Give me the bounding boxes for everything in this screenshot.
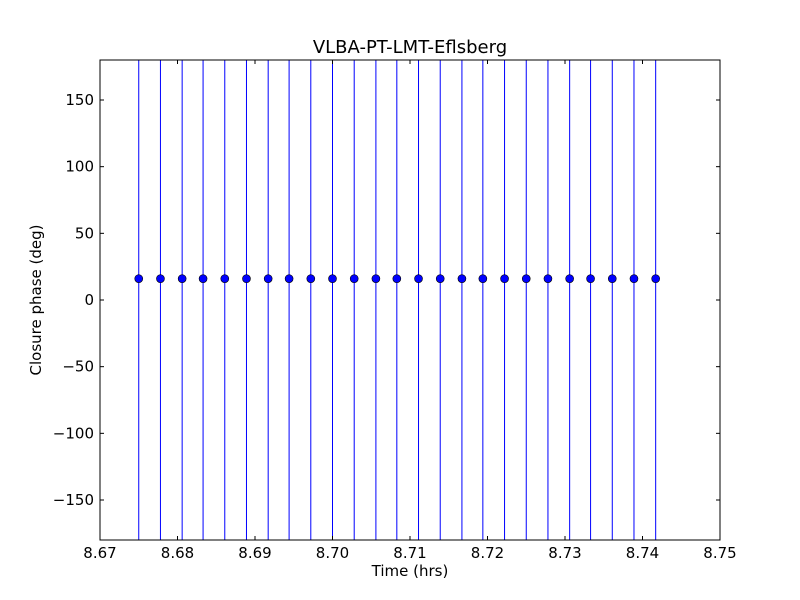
data-point [435, 274, 445, 283]
data-point [134, 274, 144, 283]
data-point [371, 274, 381, 283]
data-marks [134, 60, 660, 540]
x-tick-label: 8.71 [393, 544, 426, 562]
data-point [543, 274, 553, 283]
y-tick-label: 100 [65, 158, 94, 176]
data-point [242, 274, 251, 283]
data-point [220, 274, 230, 283]
data-point [607, 274, 617, 283]
data-point [478, 274, 488, 283]
y-axis-ticks: 150 100 50 0 −50 −100 −150 [53, 91, 720, 509]
data-point [651, 274, 660, 283]
x-tick-label: 8.68 [161, 544, 194, 562]
data-point [500, 274, 509, 283]
data-point [565, 274, 574, 283]
data-point [414, 274, 423, 283]
x-tick-label: 8.67 [83, 544, 116, 562]
plot-area [100, 60, 720, 540]
y-tick-label: −150 [53, 491, 94, 509]
x-tick-label: 8.72 [471, 544, 504, 562]
x-tick-label: 8.75 [703, 544, 736, 562]
data-point [392, 274, 402, 283]
x-tick-label: 8.73 [548, 544, 581, 562]
x-tick-label: 8.69 [238, 544, 271, 562]
data-point [263, 274, 273, 283]
y-tick-label: 150 [65, 91, 94, 109]
data-point [284, 274, 294, 283]
chart-title: VLBA-PT-LMT-Eflsberg [313, 37, 507, 58]
y-tick-label: 0 [84, 291, 94, 309]
x-tick-label: 8.70 [316, 544, 349, 562]
y-tick-label: 50 [75, 224, 94, 242]
x-tick-label: 8.74 [626, 544, 659, 562]
data-point [629, 274, 639, 283]
data-point [156, 274, 165, 283]
x-axis-label: Time (hrs) [371, 562, 449, 580]
data-point [177, 274, 187, 283]
data-point [521, 274, 531, 283]
x-axis-ticks: 8.67 8.68 8.69 8.70 8.71 8.72 8.73 8.74 8.75 [83, 60, 737, 562]
data-point [349, 274, 359, 283]
y-axis-label: Closure phase (deg) [27, 225, 45, 376]
y-tick-label: −50 [62, 358, 94, 376]
y-tick-label: −100 [53, 424, 94, 442]
data-point [457, 274, 467, 283]
data-point [328, 274, 337, 283]
data-point [586, 274, 595, 283]
data-point [306, 274, 316, 283]
data-point [198, 274, 208, 283]
